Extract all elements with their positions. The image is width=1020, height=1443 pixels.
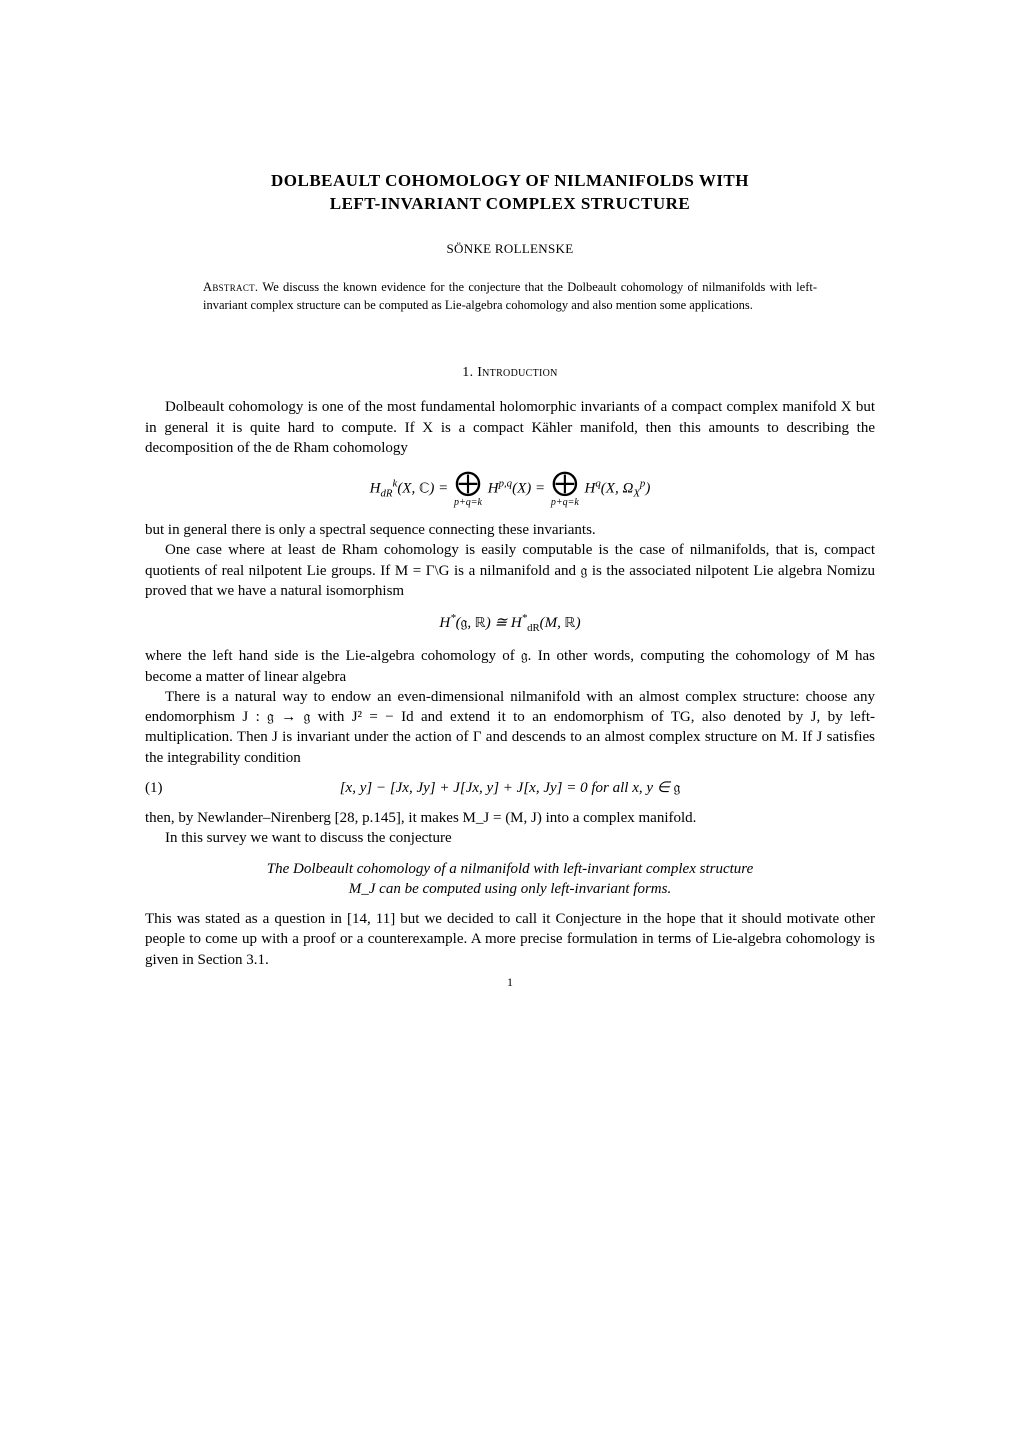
paper-title: DOLBEAULT COHOMOLOGY OF NILMANIFOLDS WIT… <box>145 170 875 216</box>
section-1-heading: 1. Introduction <box>145 364 875 383</box>
conjecture-line-2: M_J can be computed using only left-inva… <box>167 879 853 899</box>
title-line-2: LEFT-INVARIANT COMPLEX STRUCTURE <box>145 193 875 216</box>
page-number: 1 <box>145 974 875 990</box>
equation-1-row: (1) [x, y] − [Jx, Jy] + J[Jx, y] + J[x, … <box>145 778 875 798</box>
abstract-text: We discuss the known evidence for the co… <box>203 280 817 312</box>
paragraph-4: where the left hand side is the Lie-alge… <box>145 646 875 687</box>
paragraph-6: then, by Newlander–Nirenberg [28, p.145]… <box>145 808 875 828</box>
paragraph-2: but in general there is only a spectral … <box>145 520 875 540</box>
equation-1-body: [x, y] − [Jx, Jy] + J[Jx, y] + J[x, Jy] … <box>235 778 785 798</box>
paragraph-8: This was stated as a question in [14, 11… <box>145 909 875 970</box>
author-name: SÖNKE ROLLENSKE <box>145 240 875 258</box>
equation-1-number: (1) <box>145 778 235 798</box>
abstract: Abstract. We discuss the known evidence … <box>203 279 817 314</box>
paragraph-1: Dolbeault cohomology is one of the most … <box>145 397 875 458</box>
abstract-label: Abstract. <box>203 280 258 294</box>
title-line-1: DOLBEAULT COHOMOLOGY OF NILMANIFOLDS WIT… <box>145 170 875 193</box>
paragraph-7: In this survey we want to discuss the co… <box>145 828 875 848</box>
conjecture-line-1: The Dolbeault cohomology of a nilmanifol… <box>167 859 853 879</box>
equation-nomizu-iso: H*(𝔤, ℝ) ≅ H*dR(M, ℝ) <box>145 613 875 634</box>
conjecture-statement: The Dolbeault cohomology of a nilmanifol… <box>167 859 853 900</box>
equation-deRham-decomposition: HdRk(X, ℂ) = ⨁p+q=k Hp,q(X) = ⨁p+q=k Hq(… <box>145 470 875 508</box>
paragraph-3: One case where at least de Rham cohomolo… <box>145 540 875 601</box>
paragraph-5: There is a natural way to endow an even-… <box>145 687 875 768</box>
